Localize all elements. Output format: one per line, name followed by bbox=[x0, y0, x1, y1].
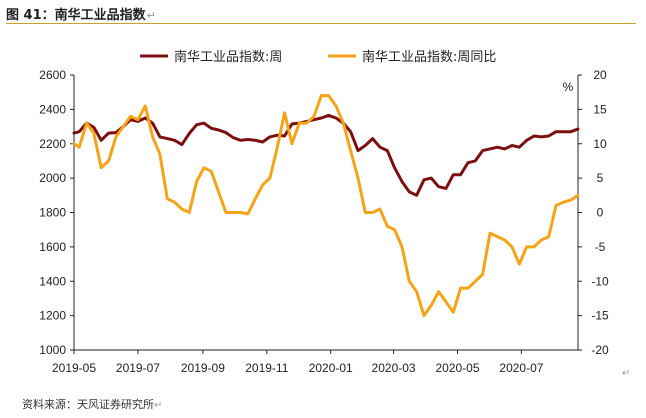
left-tick-label: 1000 bbox=[39, 343, 66, 357]
series-line-0 bbox=[72, 113, 580, 197]
right-axis-unit-label: % bbox=[563, 80, 574, 94]
x-tick-label: 2020-01 bbox=[309, 361, 353, 375]
x-tick-label: 2020-05 bbox=[435, 361, 479, 375]
series-line-1 bbox=[72, 94, 580, 318]
figure-title: 图 41：南华工业品指数↵ bbox=[6, 4, 156, 23]
left-tick-label: 1200 bbox=[39, 309, 66, 323]
left-tick-label: 1800 bbox=[39, 206, 66, 220]
right-tick-label: -15 bbox=[591, 309, 609, 323]
legend-label-1: 南华工业品指数:周同比 bbox=[362, 49, 496, 65]
title-underline bbox=[6, 23, 636, 24]
right-tick-label: 10 bbox=[593, 137, 607, 151]
legend-label-0: 南华工业品指数:周 bbox=[174, 49, 282, 65]
figure-title-text: 图 41：南华工业品指数 bbox=[6, 8, 146, 23]
x-tick-label: 2019-09 bbox=[181, 361, 225, 375]
right-tick-label: 15 bbox=[593, 102, 607, 116]
right-tick-label: -5 bbox=[595, 240, 606, 254]
figure-source-text: 资料来源：天风证券研究所 bbox=[22, 398, 154, 411]
left-tick-label: 2200 bbox=[39, 137, 66, 151]
return-mark-icon: ↵ bbox=[146, 9, 156, 22]
right-tick-label: -10 bbox=[591, 274, 609, 288]
x-tick-label: 2020-03 bbox=[372, 361, 416, 375]
x-tick-label: 2019-07 bbox=[116, 361, 160, 375]
left-tick-label: 2000 bbox=[39, 171, 66, 185]
figure-source: 资料来源：天风证券研究所↵ bbox=[22, 396, 162, 412]
chart-axes: 1000 1200 1400 1600 1800 2000 2200 2400 2600 -20 -… bbox=[39, 68, 609, 375]
right-tick-label: 0 bbox=[597, 206, 604, 220]
source-return-mark-icon: ↵ bbox=[154, 400, 163, 411]
left-tick-label: 2600 bbox=[39, 68, 66, 82]
chart-series bbox=[72, 94, 580, 318]
left-tick-label: 1400 bbox=[39, 274, 66, 288]
left-tick-label: 2400 bbox=[39, 102, 66, 116]
x-tick-label: 2020-07 bbox=[499, 361, 543, 375]
right-tick-label: 5 bbox=[597, 171, 604, 185]
x-tick-label: 2019-05 bbox=[52, 361, 96, 375]
left-tick-label: 1600 bbox=[39, 240, 66, 254]
right-tick-label: -20 bbox=[591, 343, 609, 357]
chart-legend: 南华工业品指数:周 南华工业品指数:周同比 bbox=[140, 49, 496, 65]
corner-return-mark-icon: ↵ bbox=[622, 368, 631, 379]
right-tick-label: 20 bbox=[593, 68, 607, 82]
x-tick-label: 2019-11 bbox=[245, 361, 288, 375]
